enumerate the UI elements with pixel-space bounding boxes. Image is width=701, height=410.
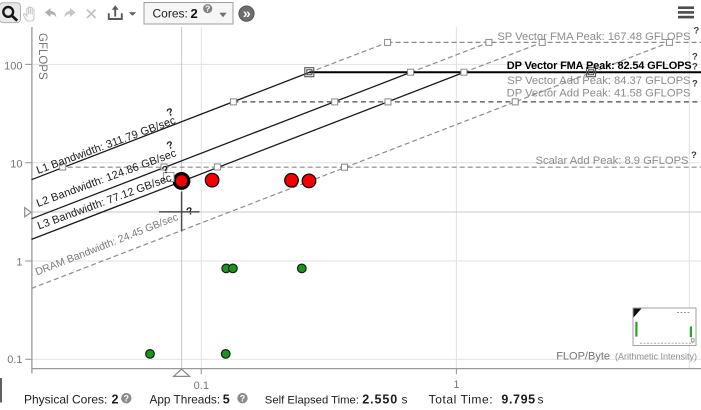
svg-text:Cores:: Cores: [153, 7, 188, 21]
svg-text:?: ? [124, 393, 130, 403]
svg-text:9.795: 9.795 [501, 393, 535, 407]
svg-text:?: ? [692, 79, 698, 90]
svg-text:2: 2 [191, 6, 198, 21]
svg-text:2: 2 [112, 393, 119, 407]
svg-text:Total Time:: Total Time: [429, 393, 494, 407]
svg-text:s: s [402, 393, 408, 407]
svg-text:?: ? [692, 52, 698, 63]
svg-text:?: ? [185, 205, 195, 219]
svg-text:Physical Cores:: Physical Cores: [24, 393, 107, 407]
svg-text:DP Vector FMA Peak: 82.54 GFLO: DP Vector FMA Peak: 82.54 GFLOPS [507, 60, 692, 72]
svg-text:App Threads:: App Threads: [150, 393, 221, 407]
svg-text:10: 10 [10, 159, 22, 171]
svg-text:1: 1 [453, 379, 459, 391]
svg-text:?: ? [165, 106, 175, 119]
svg-text:?: ? [165, 139, 175, 152]
svg-text:(Arithmetic Intensity): (Arithmetic Intensity) [615, 352, 697, 362]
svg-text:Self Elapsed Time:: Self Elapsed Time: [265, 395, 359, 407]
svg-text:0.1: 0.1 [7, 354, 22, 366]
svg-text:FLOP/Byte: FLOP/Byte [556, 351, 610, 363]
svg-text:?: ? [694, 26, 700, 37]
svg-text:0.1: 0.1 [194, 380, 209, 392]
svg-text:s: s [538, 393, 544, 407]
svg-text:GFLOPS: GFLOPS [36, 33, 48, 80]
svg-text:SP Vector Add Peak: 84.37 GFLO: SP Vector Add Peak: 84.37 GFLOPS [507, 75, 690, 87]
svg-text:?: ? [240, 393, 246, 403]
svg-text:?: ? [691, 150, 697, 161]
svg-text:?: ? [205, 4, 210, 14]
svg-text:5: 5 [223, 393, 230, 407]
svg-text:100: 100 [4, 60, 22, 72]
svg-text:»: » [243, 5, 251, 21]
svg-text:DP Vector Add Peak: 41.58 GFLO: DP Vector Add Peak: 41.58 GFLOPS [507, 88, 691, 100]
svg-text:SP Vector FMA Peak: 167.48 GFL: SP Vector FMA Peak: 167.48 GFLOPS [497, 31, 690, 43]
svg-text:1: 1 [16, 256, 22, 268]
svg-text:Scalar Add Peak: 8.9 GFLOPS: Scalar Add Peak: 8.9 GFLOPS [536, 155, 689, 167]
svg-text:?: ? [160, 163, 170, 176]
svg-text:2.550: 2.550 [362, 393, 398, 407]
svg-text:?: ? [692, 62, 698, 73]
